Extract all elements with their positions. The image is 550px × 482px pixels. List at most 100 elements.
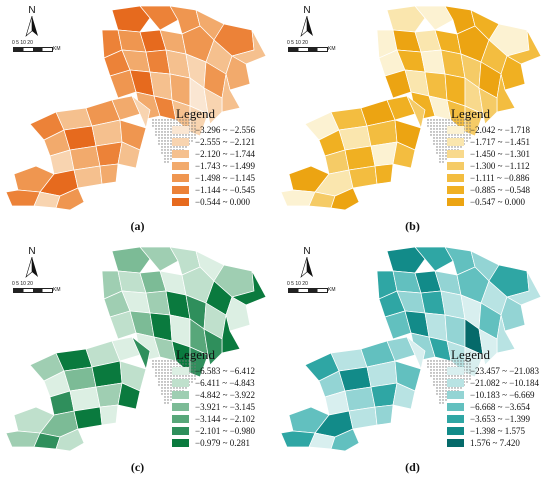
legend-swatch: [172, 403, 189, 411]
legend-label: −6.411 ~ −4.843: [195, 378, 255, 388]
legend-swatch: [172, 150, 189, 158]
legend: Legend −23.457 ~ −21.083 −21.082 ~ −10.184…: [447, 348, 550, 449]
legend-swatch: [172, 391, 189, 399]
district-region: [99, 404, 119, 426]
legend-row: −1.717 ~ −1.451: [447, 136, 550, 148]
legend-label: −1.144 ~ −0.545: [195, 185, 256, 195]
north-arrow-icon: N: [24, 247, 40, 284]
legend-swatch: [172, 439, 189, 447]
district-region: [464, 105, 484, 137]
district-region: [464, 346, 484, 378]
district-region: [225, 55, 251, 91]
legend-title: Legend: [451, 347, 490, 362]
north-arrow-icon: N: [24, 6, 40, 43]
scale-bar: 0 5 10 20 KM: [12, 281, 61, 295]
legend-swatch: [447, 391, 464, 399]
district-region: [392, 141, 416, 169]
district-region: [330, 428, 360, 452]
legend-row: −3.653 ~ −1.399: [447, 413, 550, 425]
legend-row: −1.398 ~ 1.575: [447, 425, 550, 437]
legend-label: −1.398 ~ 1.575: [470, 426, 525, 436]
map-panel-c: N 0 5 10 20 KM Legend −6.583 ~ −6.412 −6.411 …: [0, 241, 275, 482]
district-region: [139, 5, 179, 31]
district-region: [374, 404, 394, 426]
district-region: [478, 87, 498, 125]
legend-row: −1.498 ~ −1.145: [172, 172, 282, 184]
district-region: [348, 165, 378, 189]
scale-ticks: 0 5 10 20: [12, 281, 33, 287]
map-panel-a: N 0 5 10 20 KM Legend −3.296 ~ −2.556 −2.555 …: [0, 0, 275, 241]
district-region: [496, 314, 516, 354]
legend-row: −0.885 ~ −0.548: [447, 184, 550, 196]
legend-swatch: [447, 427, 464, 435]
scale-bar: 0 5 10 20 KM: [287, 40, 336, 54]
legend-swatch: [447, 150, 464, 158]
district-region: [55, 428, 85, 452]
district-region: [73, 406, 103, 430]
scale-unit: KM: [53, 287, 61, 293]
district-region: [117, 141, 141, 169]
legend-label: −3.653 ~ −1.399: [470, 414, 531, 424]
panel-caption: (c): [130, 460, 145, 474]
legend-swatch: [447, 198, 464, 206]
legend-label: −4.842 ~ −3.922: [195, 390, 256, 400]
legend-swatch: [447, 126, 464, 134]
north-label: N: [28, 5, 36, 16]
legend-label: −6.668 ~ −3.654: [470, 402, 531, 412]
scale-bar: 0 5 10 20 KM: [12, 40, 61, 54]
district-region: [500, 55, 526, 91]
north-label: N: [303, 246, 311, 257]
district-region: [189, 346, 209, 378]
legend-row: −1.743 ~ −1.499: [172, 160, 282, 172]
legend-row: −0.979 ~ 0.281: [172, 437, 282, 449]
legend-swatch: [172, 198, 189, 206]
legend-row: −1.300 ~ −1.112: [447, 160, 550, 172]
legend-label: −1.743 ~ −1.499: [195, 161, 256, 171]
legend-row: −10.183 ~ −6.669: [447, 389, 550, 401]
legend-label: −1.717 ~ −1.451: [470, 137, 531, 147]
legend-label: −0.547 ~ 0.000: [470, 197, 525, 207]
district-region: [225, 296, 251, 332]
legend-row: 1.576 ~ 7.420: [447, 437, 550, 449]
legend-label: −10.183 ~ −6.669: [470, 390, 535, 400]
legend-row: −1.144 ~ −0.545: [172, 184, 282, 196]
north-label: N: [28, 246, 36, 257]
legend-label: −21.082 ~ −10.184: [470, 378, 540, 388]
legend-label: −23.457 ~ −21.083: [470, 366, 540, 376]
district-region: [348, 406, 378, 430]
legend-row: −2.555 ~ −2.121: [172, 136, 282, 148]
legend-label: −1.498 ~ −1.145: [195, 173, 256, 183]
legend-row: −1.450 ~ −1.301: [447, 148, 550, 160]
legend-label: −0.885 ~ −0.548: [470, 185, 531, 195]
district-region: [414, 5, 454, 31]
district-region: [99, 163, 119, 185]
legend-swatch: [172, 186, 189, 194]
district-region: [111, 246, 151, 274]
legend-label: −1.300 ~ −1.112: [470, 161, 530, 171]
district-region: [386, 246, 426, 274]
legend-label: 1.576 ~ 7.420: [470, 438, 520, 448]
legend-row: −0.547 ~ 0.000: [447, 196, 550, 208]
district-region: [500, 296, 526, 332]
panel-caption: (d): [405, 460, 420, 474]
legend-label: −2.101 ~ −0.980: [195, 426, 256, 436]
choropleth-map: [280, 5, 542, 211]
scale-unit: KM: [328, 46, 336, 52]
panel-caption: (a): [130, 219, 145, 233]
legend-label: −2.042 ~ −1.718: [470, 125, 531, 135]
legend-swatch: [172, 138, 189, 146]
legend-label: −2.555 ~ −2.121: [195, 137, 256, 147]
district-region: [374, 163, 394, 185]
legend-swatch: [447, 138, 464, 146]
legend: Legend −6.583 ~ −6.412 −6.411 ~ −4.843 −4.8…: [172, 348, 282, 449]
legend-title: Legend: [176, 347, 215, 362]
legend-row: −0.544 ~ 0.000: [172, 196, 282, 208]
legend-swatch: [172, 427, 189, 435]
legend-row: −6.583 ~ −6.412: [172, 365, 282, 377]
north-arrow-icon: N: [299, 6, 315, 43]
legend-row: −2.101 ~ −0.980: [172, 425, 282, 437]
north-arrow-icon: N: [299, 247, 315, 284]
district-region: [392, 382, 416, 410]
legend-row: −23.457 ~ −21.083: [447, 365, 550, 377]
legend-swatch: [447, 174, 464, 182]
